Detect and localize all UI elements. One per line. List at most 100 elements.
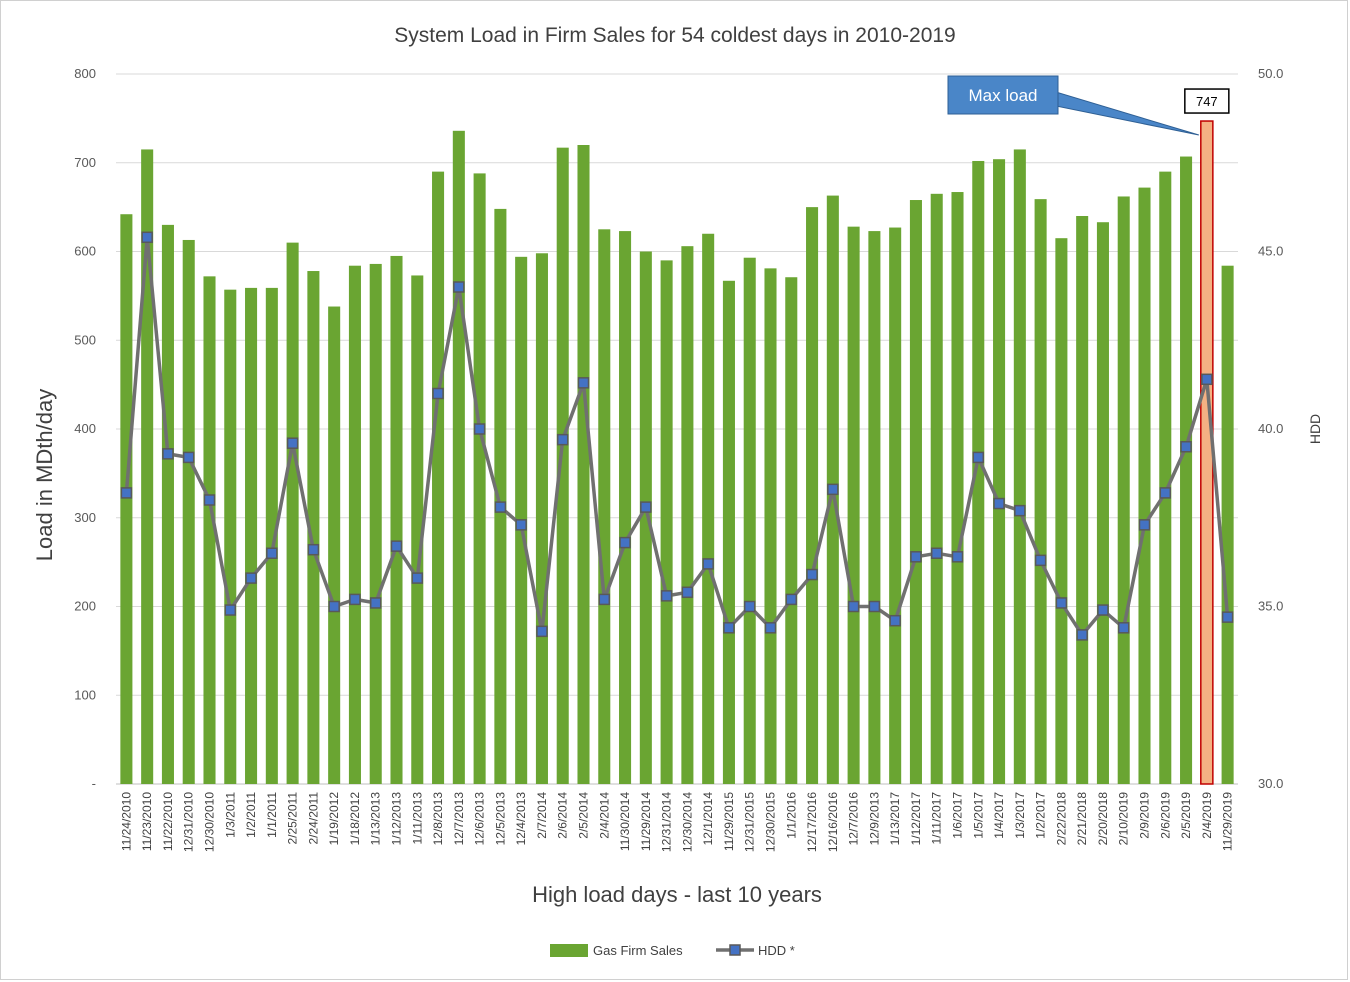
x-tick-label: 2/4/2019	[1200, 792, 1214, 839]
x-tick-label: 2/7/2014	[535, 792, 549, 839]
hdd-marker	[868, 600, 881, 613]
y-tick-label: 700	[74, 155, 96, 170]
x-tick-label: 2/21/2018	[1075, 792, 1089, 846]
bar	[1013, 149, 1026, 784]
bar	[764, 268, 777, 784]
bar	[203, 276, 216, 784]
x-tick-label: 11/24/2010	[119, 792, 133, 851]
bar	[868, 231, 881, 784]
hdd-marker	[1221, 611, 1234, 623]
hdd-marker	[349, 593, 361, 606]
value-label-box	[1184, 88, 1230, 114]
y2-tick-label: 30.0	[1258, 776, 1283, 791]
bar	[1076, 216, 1089, 784]
x-tick-label: 1/18/2012	[348, 792, 362, 846]
bar	[660, 260, 673, 784]
x-tick-label: 2/10/2019	[1117, 792, 1131, 846]
hdd-marker	[1055, 597, 1068, 609]
y2-tick-label: 35.0	[1258, 599, 1283, 614]
hdd-marker	[556, 433, 569, 446]
hdd-marker	[1138, 519, 1151, 531]
hdd-marker	[1034, 554, 1047, 567]
legend: Gas Firm Sales HDD *	[550, 943, 795, 958]
bar	[369, 263, 382, 784]
x-tick-label: 1/11/2013	[410, 792, 424, 845]
bar	[245, 287, 258, 784]
bar	[909, 200, 922, 784]
hdd-marker	[1076, 629, 1088, 641]
bar	[785, 277, 798, 784]
x-tick-label: 12/31/2014	[660, 792, 674, 852]
x-tick-label: 12/9/2013	[867, 792, 881, 846]
x-tick-label: 1/12/2013	[390, 792, 404, 846]
y2-axis-title: HDD	[1307, 414, 1323, 444]
bar	[598, 229, 611, 784]
bar	[930, 193, 943, 784]
x-tick-label: 12/30/2014	[680, 792, 694, 852]
bar	[224, 289, 237, 784]
bar	[411, 275, 424, 784]
hdd-marker	[972, 451, 985, 464]
hdd-marker	[806, 568, 818, 581]
x-tick-label: 2/6/2014	[556, 792, 570, 839]
x-tick-label: 11/22/2010	[161, 792, 175, 851]
hdd-marker	[1180, 441, 1192, 453]
x-axis-ticks: 11/24/2010 11/23/2010 11/22/2010 12/31/2010…	[119, 792, 1234, 852]
y2-tick-label: 40.0	[1258, 421, 1283, 436]
x-tick-label: 1/19/2012	[327, 792, 341, 846]
bar	[619, 231, 632, 784]
bar	[120, 214, 133, 785]
y-tick-label: -	[92, 776, 96, 791]
x-tick-label: 11/30/2014	[618, 792, 632, 851]
x-tick-label: 1/3/2017	[1013, 792, 1027, 839]
hdd-marker	[660, 590, 673, 602]
hdd-marker	[536, 625, 548, 638]
bar	[951, 192, 964, 785]
x-axis-title: High load days - last 10 years	[532, 882, 822, 907]
callout-text: Max load	[969, 86, 1038, 105]
x-tick-label: 2/6/2019	[1158, 792, 1172, 839]
bar	[889, 227, 902, 785]
x-tick-label: 12/1/2014	[701, 792, 715, 846]
hdd-marker	[723, 622, 735, 634]
y-tick-label: 400	[74, 421, 96, 436]
bar	[1096, 222, 1109, 784]
x-tick-label: 2/5/2019	[1179, 792, 1193, 839]
bar	[182, 239, 195, 784]
x-tick-label: 12/4/2013	[514, 792, 528, 846]
hdd-marker	[743, 600, 756, 613]
hdd-marker	[910, 551, 922, 563]
hdd-marker	[598, 593, 611, 606]
hdd-marker	[473, 423, 486, 435]
hdd-marker	[494, 501, 507, 513]
hdd-marker	[307, 543, 320, 556]
hdd-marker	[764, 622, 777, 634]
hdd-marker	[951, 551, 964, 563]
hdd-marker	[702, 558, 714, 570]
callout-box	[947, 75, 1059, 115]
value-label: 747	[1196, 94, 1218, 109]
chart-title: System Load in Firm Sales for 54 coldest…	[394, 24, 955, 47]
hdd-marker	[182, 451, 195, 464]
bar	[1180, 156, 1193, 785]
bar	[328, 306, 341, 784]
hdd-marker	[1159, 487, 1172, 499]
x-tick-label: 12/6/2013	[473, 792, 487, 846]
bar-series	[120, 120, 1234, 785]
bar	[286, 242, 299, 784]
y-tick-label: 500	[74, 332, 96, 347]
bar	[535, 253, 548, 784]
y2-axis-ticks: 30.0 35.0 40.0 45.0 50.0	[1258, 66, 1283, 791]
legend-label-bar: Gas Firm Sales	[593, 943, 683, 958]
bar	[993, 159, 1006, 784]
x-tick-label: 12/31/2010	[182, 792, 196, 852]
legend-swatch-marker	[729, 944, 741, 956]
hdd-marker	[993, 497, 1005, 510]
x-tick-label: 1/13/2017	[888, 792, 902, 846]
x-tick-label: 1/2/2017	[1034, 792, 1048, 839]
bar	[702, 233, 715, 784]
bar	[141, 149, 154, 784]
x-tick-label: 1/1/2016	[784, 792, 798, 839]
x-tick-label: 11/23/2010	[140, 792, 154, 851]
bar	[1055, 238, 1068, 784]
